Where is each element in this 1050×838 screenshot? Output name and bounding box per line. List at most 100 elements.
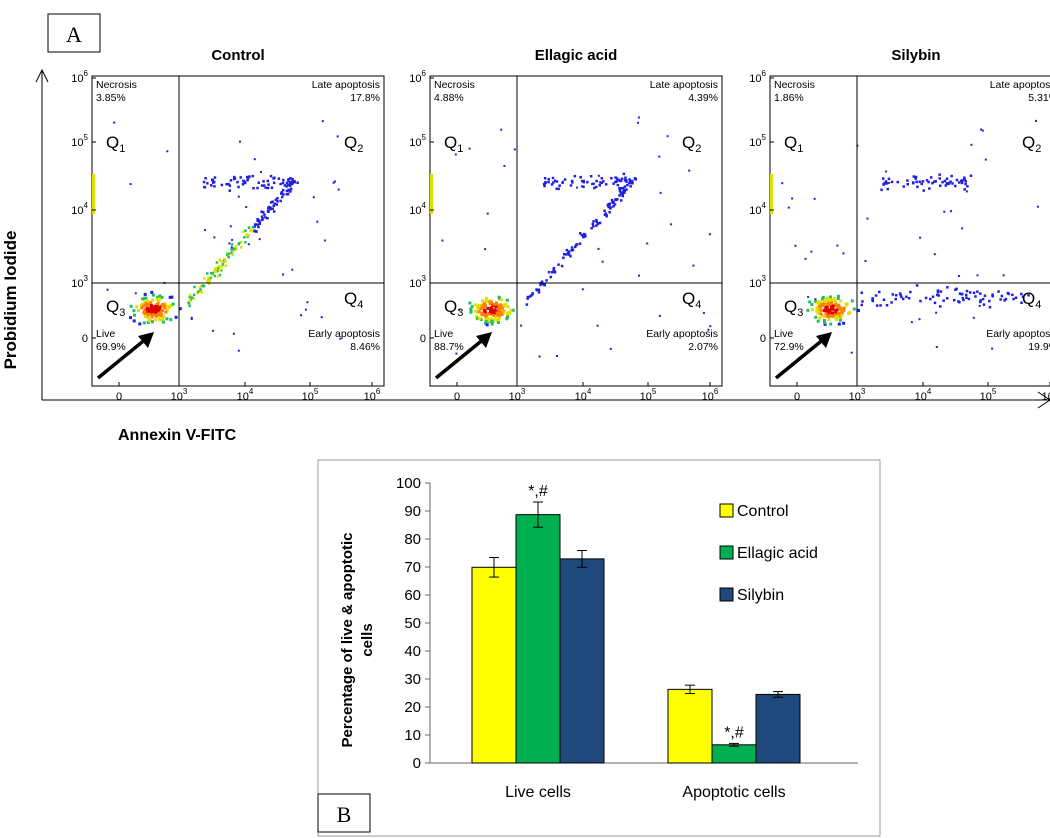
flow-event	[495, 311, 499, 315]
bar	[471, 566, 517, 764]
flow-event	[209, 276, 212, 280]
flow-event	[231, 253, 234, 257]
flow-event	[281, 188, 285, 192]
flow-event	[839, 299, 843, 303]
flow-event	[822, 315, 826, 318]
flow-event	[918, 180, 921, 184]
flow-event	[166, 304, 169, 308]
flow-event	[213, 176, 217, 179]
bar-y-tick-label: 0	[413, 755, 421, 772]
flow-event	[981, 297, 985, 301]
flow-event	[145, 308, 149, 312]
flow-event	[146, 321, 150, 324]
flow-plot-events	[781, 119, 1039, 354]
flow-event	[874, 294, 878, 297]
flow-event	[624, 179, 628, 182]
flow-event	[845, 303, 849, 307]
flow-event	[244, 241, 247, 244]
flow-event	[267, 210, 270, 213]
flow-plot-frame	[769, 75, 1050, 387]
flow-event	[203, 277, 206, 280]
flow-event	[142, 304, 145, 308]
flow-event	[153, 307, 157, 311]
flow-event	[488, 300, 492, 304]
flow-event	[337, 188, 340, 191]
flow-event	[146, 309, 150, 313]
flow-event	[586, 180, 589, 184]
x-tick-label: 106	[364, 387, 381, 403]
flow-event	[950, 210, 952, 213]
flow-event	[627, 182, 631, 185]
flow-event	[547, 270, 551, 274]
flow-event	[499, 303, 503, 307]
flow-event	[617, 178, 621, 182]
quadrant-name-late-apoptosis: Late apoptosis	[650, 79, 718, 91]
flow-event	[251, 174, 254, 178]
flow-event	[945, 177, 949, 180]
flow-event	[965, 296, 968, 299]
flow-event	[906, 179, 909, 182]
flow-event	[216, 269, 219, 273]
flow-event	[910, 321, 913, 324]
flow-event	[169, 318, 173, 322]
flow-event	[304, 308, 307, 311]
flow-event	[988, 306, 992, 309]
flow-event	[837, 314, 841, 318]
flow-event	[208, 279, 211, 283]
flow-event	[955, 178, 959, 182]
flow-event	[933, 253, 936, 256]
flow-event	[582, 185, 585, 188]
flow-event	[497, 307, 501, 311]
flow-event	[580, 179, 584, 183]
flow-event	[218, 258, 221, 262]
panel-a-label-box	[47, 13, 101, 53]
flow-event	[339, 337, 342, 340]
quadrant-name-early-apoptosis: Early apoptosis	[646, 328, 718, 340]
flow-event	[602, 180, 605, 183]
flow-event	[544, 181, 547, 184]
flow-event	[129, 304, 133, 308]
flow-event	[455, 352, 458, 355]
flow-event	[885, 170, 888, 173]
flow-event	[884, 180, 888, 183]
flow-event	[615, 177, 619, 180]
flow-event	[501, 306, 504, 310]
flow-event	[961, 296, 964, 300]
flow-event	[504, 302, 508, 306]
flow-event	[929, 176, 933, 179]
flow-event	[276, 200, 279, 203]
flow-event	[203, 185, 207, 189]
flow-event	[557, 263, 560, 266]
flow-event	[545, 279, 548, 282]
flow-event	[142, 321, 146, 325]
flow-event	[619, 192, 623, 196]
flow-event	[1000, 294, 1004, 298]
flow-event	[946, 286, 949, 289]
flow-event	[885, 182, 889, 185]
flow-event	[658, 314, 661, 317]
flow-event	[469, 307, 473, 311]
flow-event	[811, 308, 815, 312]
flow-event	[499, 298, 503, 302]
flow-event	[285, 193, 289, 196]
flow-event	[187, 302, 191, 305]
flow-event	[262, 180, 265, 183]
bar-y-tick-label: 10	[404, 727, 421, 744]
bar-y-tick-label: 30	[404, 671, 421, 688]
flow-event	[135, 305, 139, 309]
flow-event	[476, 306, 480, 310]
flow-event	[823, 322, 827, 326]
flow-event	[178, 307, 182, 311]
bar-y-tick-label: 90	[404, 503, 421, 520]
flow-event	[688, 169, 691, 172]
flow-event	[563, 178, 567, 181]
flow-event	[943, 210, 946, 213]
flow-event	[267, 207, 270, 210]
quadrant-id-q1: Q1	[444, 133, 463, 155]
flow-event	[271, 200, 274, 203]
flow-event	[608, 211, 611, 214]
flow-event	[837, 305, 841, 309]
flow-event	[148, 319, 152, 323]
bar-y-tick-label: 80	[404, 531, 421, 548]
